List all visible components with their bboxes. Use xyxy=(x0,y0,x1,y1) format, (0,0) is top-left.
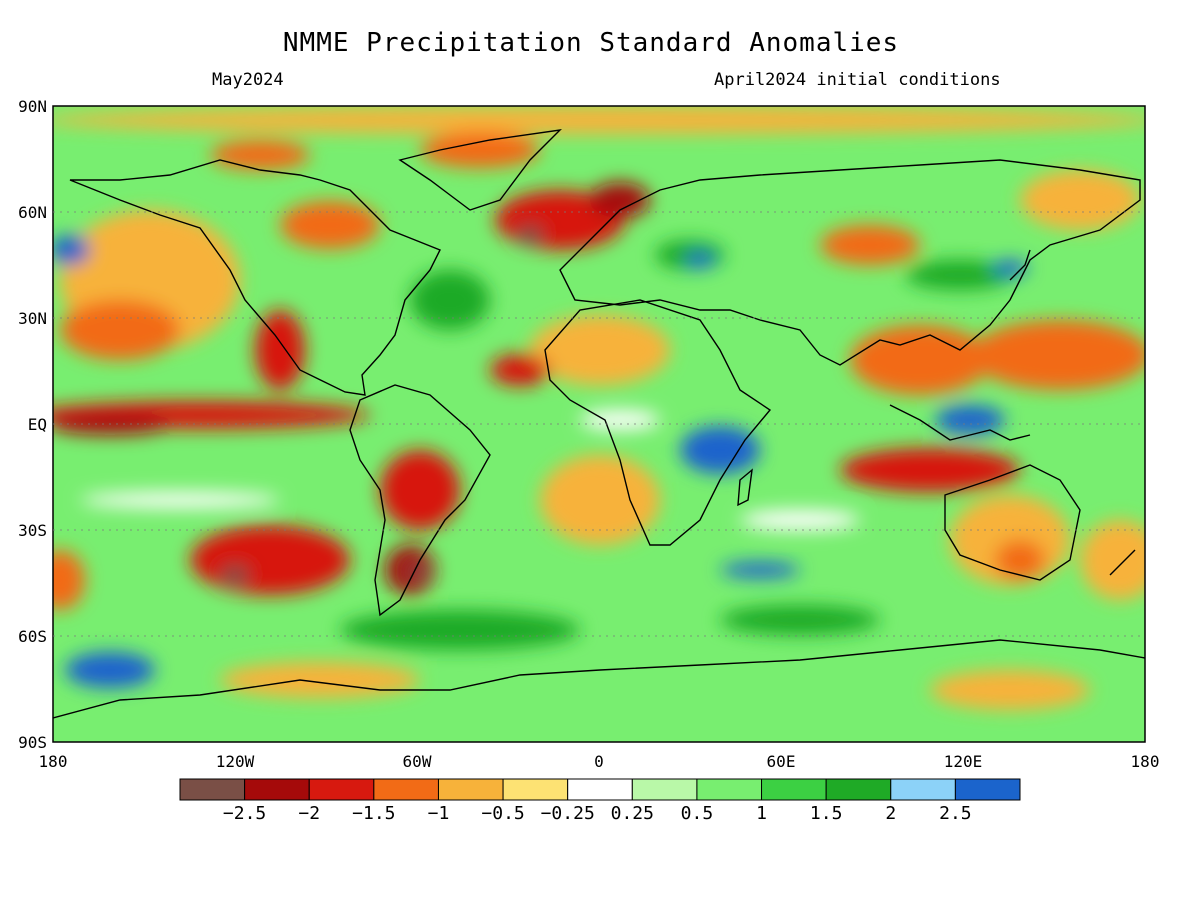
colorbar-label: −1.5 xyxy=(352,803,395,824)
init-conditions-label: April2024 initial conditions xyxy=(714,70,1001,90)
colorbar-label: −0.25 xyxy=(541,803,595,824)
coastlines xyxy=(53,129,1145,719)
longitude-label: 120E xyxy=(944,752,983,771)
colorbar xyxy=(179,778,1021,801)
colorbar-swatch xyxy=(954,778,1021,801)
anomaly-field xyxy=(53,106,1145,742)
longitude-label: 120W xyxy=(216,752,255,771)
latitude-label: 30S xyxy=(18,521,47,540)
latitude-axis: 90N 60N 30N EQ 30S 60S 90S xyxy=(18,97,47,752)
colorbar-label: 0.5 xyxy=(681,803,714,824)
map-title: NMME Precipitation Standard Anomalies xyxy=(282,28,900,58)
colorbar-swatch xyxy=(437,778,504,801)
graticule xyxy=(53,211,1145,637)
colorbar-label: 1.5 xyxy=(810,803,843,824)
longitude-axis: 180 120W 60W 0 60E 120E 180 xyxy=(39,752,1160,771)
colorbar-swatch xyxy=(567,778,633,801)
latitude-label: 60N xyxy=(18,203,47,222)
colorbar-label: 2 xyxy=(885,803,896,824)
latitude-label: 90S xyxy=(18,733,47,752)
colorbar-swatch xyxy=(244,778,310,801)
colorbar-labels: −2.5 −2 −1.5 −1 −0.5 −0.25 0.25 0.5 1 1.5 2 2.5 xyxy=(223,803,972,824)
colorbar-swatch xyxy=(373,778,439,801)
longitude-label: 60E xyxy=(767,752,796,771)
longitude-label: 0 xyxy=(594,752,604,771)
colorbar-label: −2 xyxy=(298,803,320,824)
colorbar-swatch xyxy=(890,778,956,801)
longitude-label: 180 xyxy=(1131,752,1160,771)
colorbar-swatch xyxy=(308,778,375,801)
latitude-label: EQ xyxy=(28,415,47,434)
longitude-label: 60W xyxy=(403,752,432,771)
longitude-label: 180 xyxy=(39,752,68,771)
colorbar-swatch xyxy=(502,778,569,801)
valid-month-label: May2024 xyxy=(212,70,284,90)
colorbar-swatch xyxy=(825,778,892,801)
colorbar-label: 0.25 xyxy=(611,803,654,824)
colorbar-swatch xyxy=(179,778,246,801)
colorbar-label: −1 xyxy=(428,803,450,824)
colorbar-label: −2.5 xyxy=(223,803,266,824)
colorbar-label: 1 xyxy=(756,803,767,824)
colorbar-label: 2.5 xyxy=(939,803,972,824)
colorbar-label: −0.5 xyxy=(481,803,524,824)
colorbar-swatch xyxy=(761,778,827,801)
latitude-label: 60S xyxy=(18,627,47,646)
colorbar-swatch xyxy=(696,778,763,801)
latitude-label: 90N xyxy=(18,97,47,116)
colorbar-swatch xyxy=(631,778,698,801)
latitude-label: 30N xyxy=(18,309,47,328)
